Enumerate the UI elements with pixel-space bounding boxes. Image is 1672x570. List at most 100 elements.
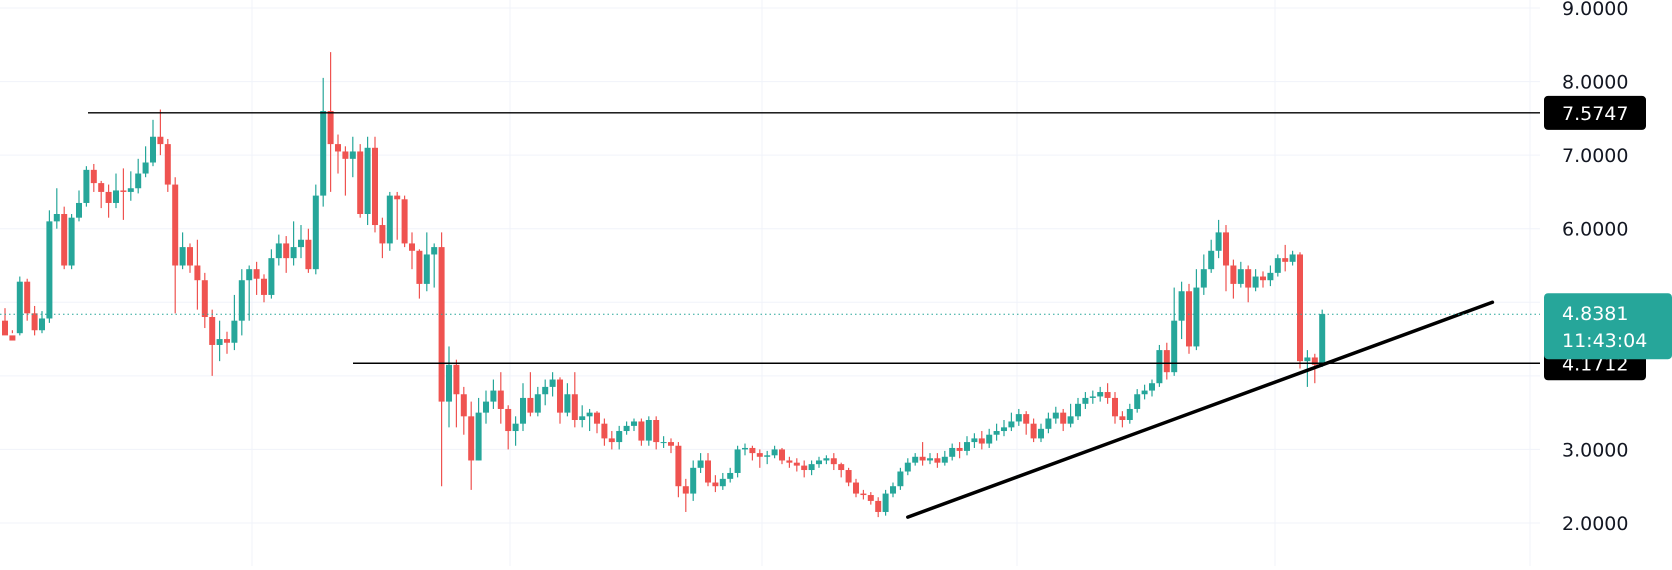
candle [283, 236, 290, 273]
candle-body [564, 394, 571, 413]
price-tick-label: 9.0000 [1562, 0, 1628, 20]
candle [830, 453, 837, 471]
candle-body [756, 453, 763, 457]
candle [320, 77, 327, 207]
candle-body [1112, 397, 1118, 417]
candle [668, 438, 674, 454]
candle [253, 261, 260, 295]
candle-body [616, 431, 623, 443]
candle [135, 158, 142, 194]
candle [68, 214, 75, 270]
candle [964, 436, 970, 456]
candle-body [631, 421, 637, 426]
candle-body [342, 151, 349, 159]
candle [941, 450, 948, 466]
candle [490, 379, 497, 409]
countdown-label: 11:43:04 [1562, 330, 1647, 352]
candle [268, 249, 275, 299]
candle [867, 492, 874, 505]
candle-body [1030, 423, 1037, 439]
candle [934, 453, 941, 468]
candle-body [438, 247, 445, 402]
candle [534, 386, 541, 417]
candle-body [475, 412, 482, 461]
candle-body [919, 456, 926, 461]
candle-body [727, 472, 734, 479]
candle-body [830, 458, 837, 465]
candle-body [608, 438, 615, 443]
candle [608, 431, 615, 450]
last-price-label-box [1544, 293, 1672, 360]
candle-body [216, 339, 223, 345]
price-axis[interactable]: 9.00008.00007.00006.00005.00003.00002.00… [1540, 0, 1672, 566]
candle [1126, 403, 1133, 424]
candle-body [742, 447, 748, 450]
candle-body [61, 214, 68, 266]
candle [912, 453, 919, 466]
candle [409, 232, 415, 270]
candle-body [1297, 254, 1303, 362]
candle [705, 453, 711, 487]
candle [224, 331, 230, 354]
candle [164, 138, 171, 192]
candle [1134, 389, 1141, 413]
candle-body [1119, 416, 1126, 420]
candle [586, 408, 593, 432]
candle-body [668, 442, 674, 446]
candle-body [601, 423, 608, 439]
candle [201, 272, 208, 329]
candle-body [904, 462, 911, 472]
candle [83, 166, 90, 207]
candle-body [224, 339, 230, 343]
trendline [906, 300, 1495, 519]
candle-body [1319, 314, 1326, 365]
candle [1119, 411, 1126, 428]
candle-body [68, 217, 75, 266]
candle-body [1075, 403, 1081, 417]
candle [298, 225, 304, 259]
candle-body [1097, 392, 1104, 397]
candle [39, 311, 45, 334]
candle-body [201, 280, 208, 317]
candle [372, 136, 378, 233]
candle [542, 379, 549, 406]
candle-body [986, 434, 993, 444]
candle-body [98, 183, 105, 192]
candle [816, 456, 822, 468]
candle-body [1200, 269, 1207, 288]
candle [1060, 408, 1067, 432]
candle-body [816, 460, 822, 465]
candle-body [927, 458, 933, 461]
candle [246, 265, 253, 321]
candle [1245, 265, 1252, 303]
candle-body [209, 317, 216, 345]
candle [1075, 397, 1081, 420]
candle [90, 163, 97, 192]
candle [1319, 309, 1326, 368]
candle-body [327, 111, 334, 145]
candle-body [623, 425, 630, 432]
candle [660, 436, 667, 448]
candle [416, 249, 423, 299]
candle [1223, 225, 1229, 292]
candle [742, 443, 748, 456]
candle [1112, 392, 1118, 424]
candle-body [379, 225, 386, 244]
candle [564, 383, 571, 417]
candle [919, 442, 926, 466]
candle-body [1274, 258, 1281, 273]
candle-body [557, 379, 563, 413]
candle-body [786, 460, 793, 463]
candle [460, 386, 467, 435]
candle-body [808, 464, 815, 471]
candle [904, 458, 911, 476]
candle [697, 453, 704, 473]
candle [194, 239, 201, 310]
candle-body [875, 500, 882, 512]
candle-body [150, 136, 156, 163]
candle [16, 276, 23, 336]
candle-body [394, 195, 401, 200]
candle [986, 428, 993, 448]
